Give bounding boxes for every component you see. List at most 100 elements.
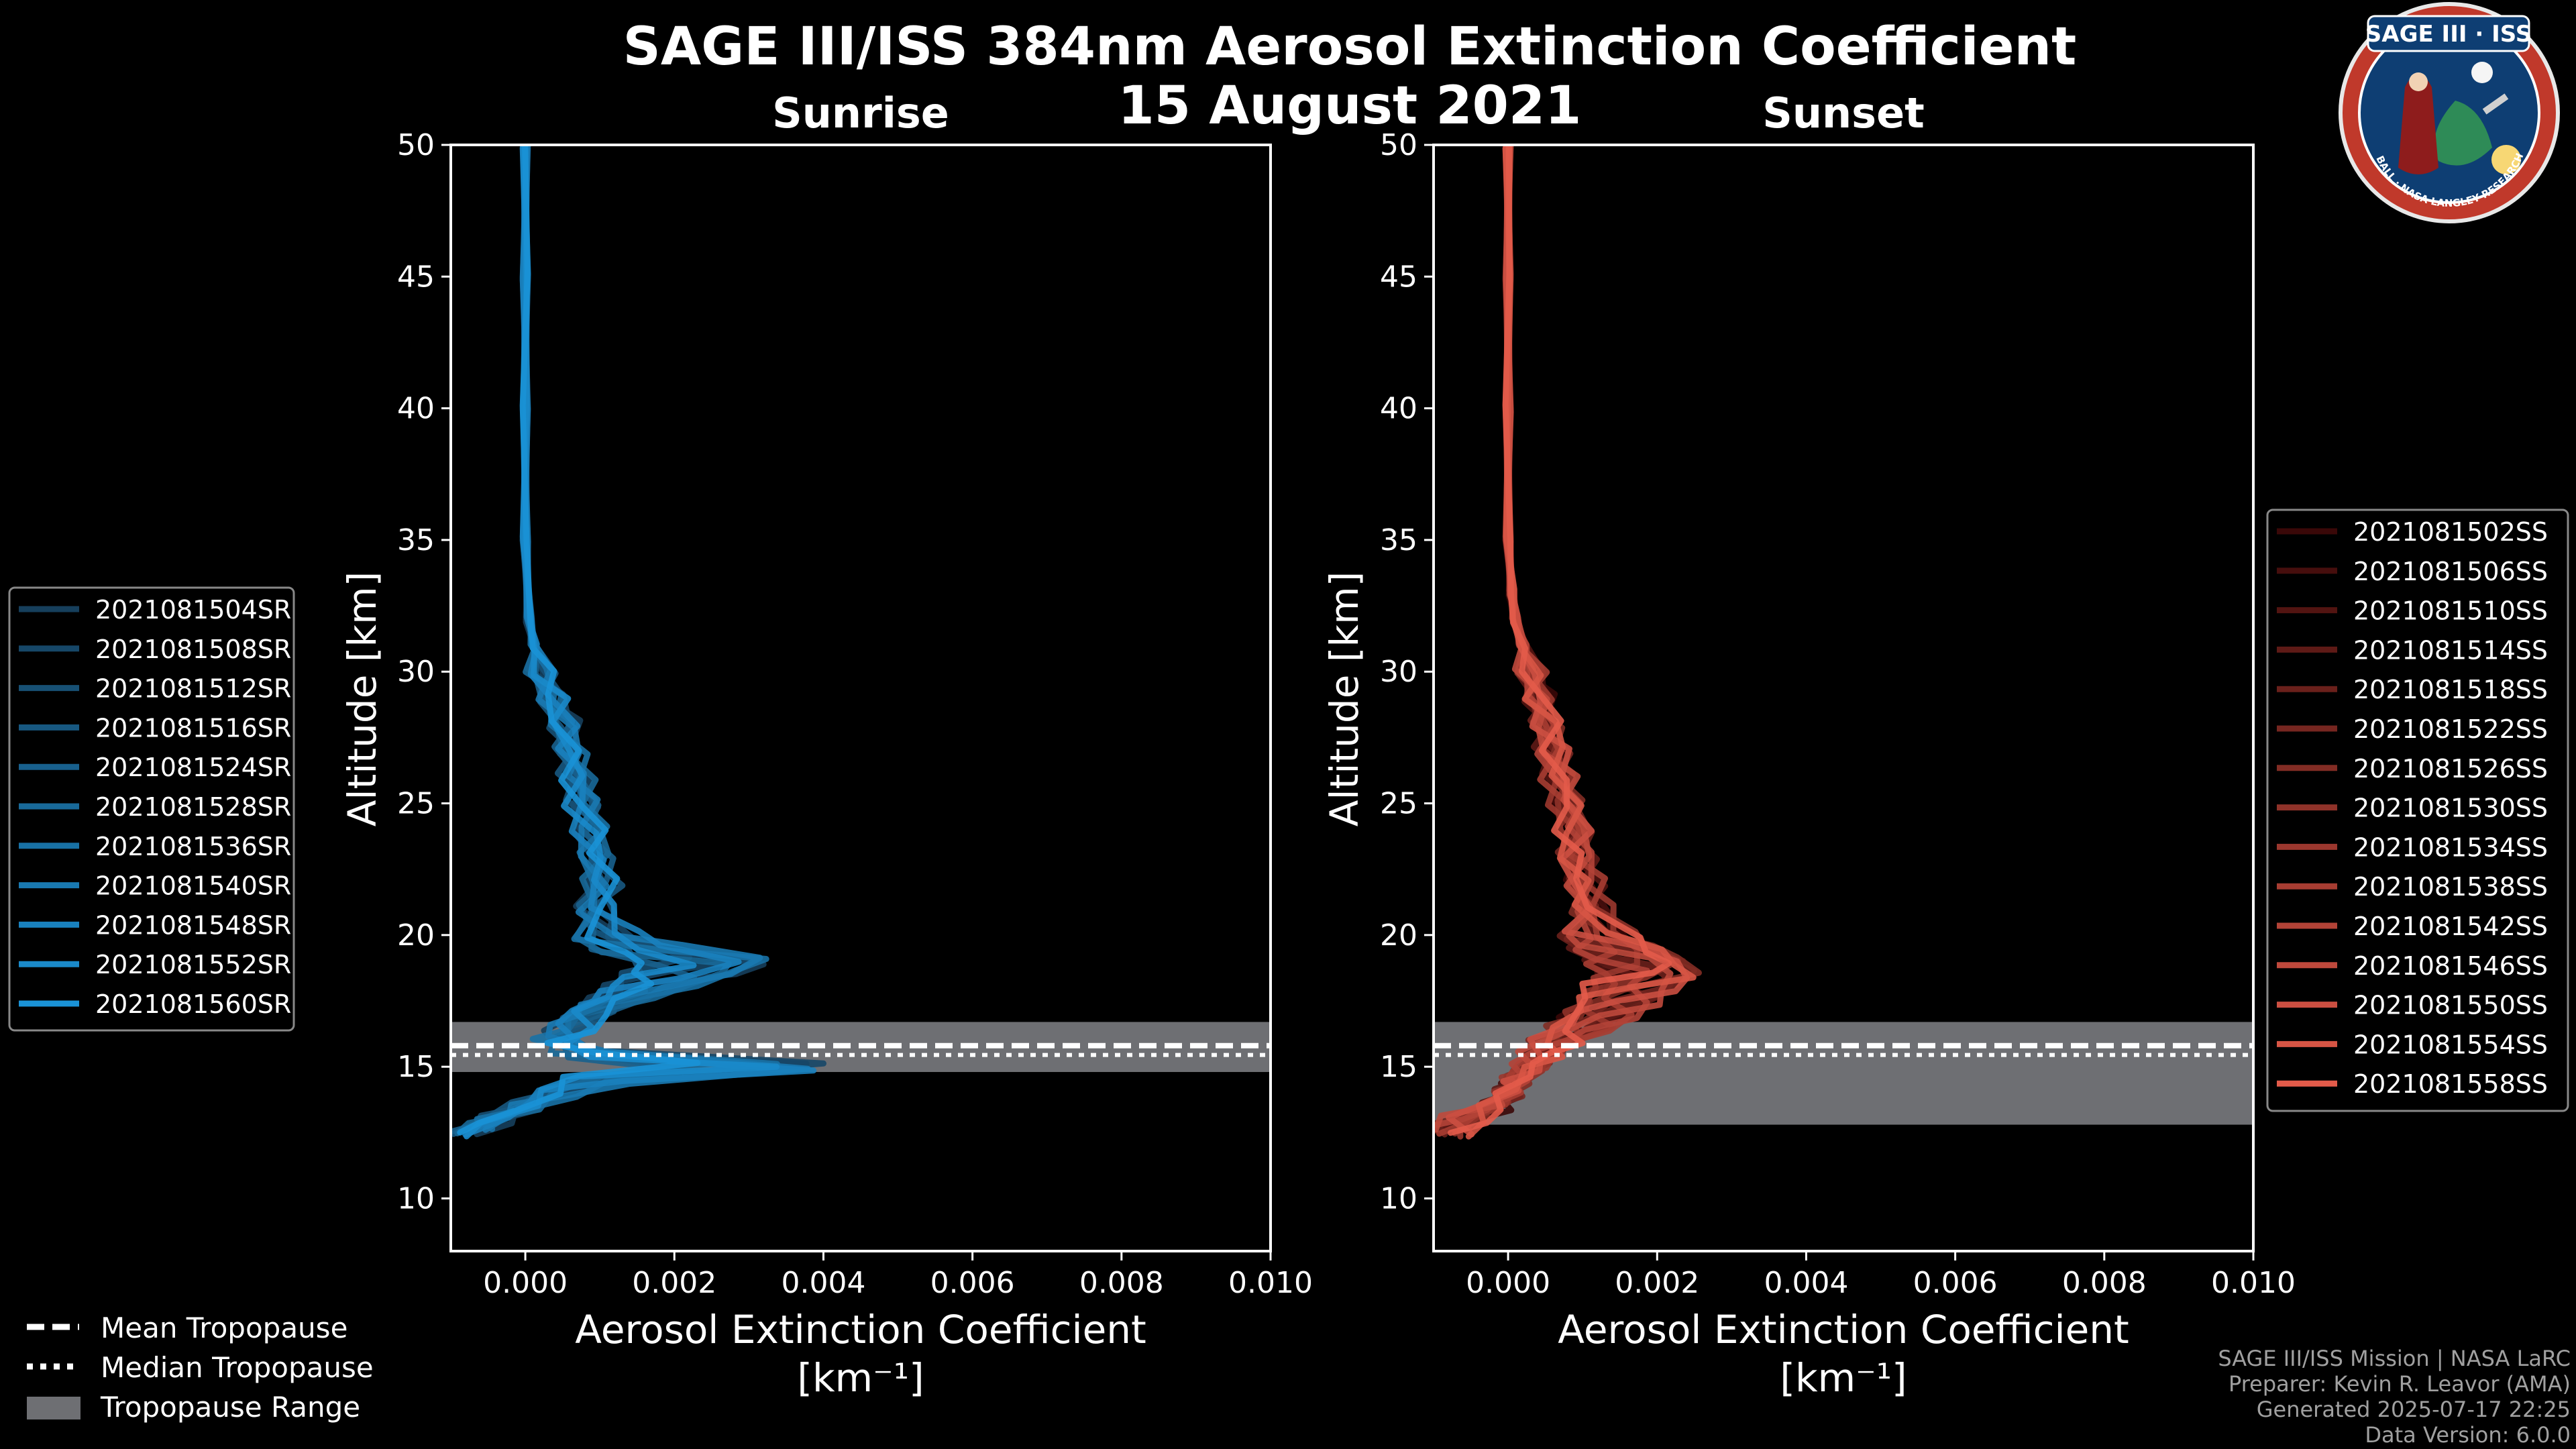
sunset-xtick-label: 0.002 (1615, 1266, 1699, 1300)
tropopause-range-label: Tropopause Range (100, 1391, 360, 1424)
sunrise-xtick-label: 0.002 (632, 1266, 716, 1300)
sunset-ytick-label: 25 (1380, 787, 1417, 821)
logo-earth-continent (2434, 101, 2492, 166)
median-tropopause-label: Median Tropopause (101, 1351, 374, 1384)
sunset-ytick-label: 35 (1380, 523, 1417, 557)
sunset-legend-label: 2021081502SS (2353, 517, 2548, 547)
sunset-legend-label: 2021081538SS (2353, 872, 2548, 902)
sunrise-legend-label: 2021081504SR (95, 595, 291, 625)
sunrise-legend-frame (8, 586, 295, 1032)
sunset-ytick-label: 20 (1380, 918, 1417, 953)
sunset-ytick-label: 45 (1380, 260, 1417, 294)
sunrise-legend-label: 2021081540SR (95, 871, 291, 901)
sunrise-y-axis-label: Altitude [km] (339, 572, 385, 826)
logo-figure-head (2409, 72, 2428, 91)
sunset-ytick-label: 40 (1380, 392, 1417, 426)
sunset-x-axis: 0.000 0.002 0.004 0.006 0.008 0.010 (1466, 1251, 2296, 1300)
sunrise-ytick-label: 10 (397, 1181, 435, 1216)
sunset-xtick-label: 0.008 (2062, 1266, 2147, 1300)
sunset-legend-label: 2021081550SS (2353, 991, 2548, 1020)
sunset-legend-label: 2021081558SS (2353, 1069, 2548, 1099)
sunset-ytick-label: 30 (1380, 655, 1417, 689)
sunset-plot-area (1434, 145, 2253, 1140)
sunset-ytick-label: 10 (1380, 1181, 1417, 1216)
sunrise-ytick-label: 35 (397, 523, 435, 557)
sunrise-xtick-label: 0.006 (930, 1266, 1015, 1300)
sunrise-xtick-label: 0.008 (1079, 1266, 1164, 1300)
sunset-legend-label: 2021081554SS (2353, 1030, 2548, 1059)
sunrise-legend-label: 2021081516SR (95, 713, 291, 743)
sunset-legend-label: 2021081546SS (2353, 951, 2548, 981)
sunrise-plot-area (451, 145, 1271, 1140)
credits-preparer: Preparer: Kevin R. Leavor (AMA) (2229, 1371, 2571, 1397)
logo-banner (2367, 15, 2530, 52)
sunrise-legend: 2021081504SR 2021081508SR 2021081512SR 2021… (8, 586, 295, 1032)
figure-title: SAGE III/ISS 384nm Aerosol Extinction Co… (623, 17, 2077, 77)
sunset-xtick-label: 0.010 (2211, 1266, 2296, 1300)
logo-moon (2471, 62, 2493, 83)
credits-mission: SAGE III/ISS Mission | NASA LaRC (2218, 1346, 2571, 1371)
sunset-ytick-label: 50 (1380, 128, 1417, 162)
sunrise-xtick-label: 0.010 (1228, 1266, 1313, 1300)
tropopause-range-swatch (27, 1397, 80, 1419)
sunset-axes-frame (1432, 144, 2255, 1252)
sunrise-ytick-label: 20 (397, 918, 435, 953)
sunset-legend-frame (2266, 508, 2569, 1112)
sunset-x-axis-units: [km⁻¹] (1780, 1355, 1907, 1401)
sunset-legend-label: 2021081506SS (2353, 557, 2548, 586)
sunrise-x-axis-label: Aerosol Extinction Coefficient (575, 1307, 1146, 1352)
credits-data-version: Data Version: 6.0.0 (2365, 1422, 2571, 1448)
sunrise-panel-title: Sunrise (772, 89, 949, 138)
sunrise-legend-label: 2021081560SR (95, 989, 291, 1019)
figure-date: 15 August 2021 (1118, 76, 1582, 136)
mean-tropopause-label: Mean Tropopause (101, 1311, 347, 1344)
sunset-legend-label: 2021081518SS (2353, 675, 2548, 704)
sunset-y-axis: 10 15 20 25 30 35 40 45 50 (1380, 128, 1434, 1216)
sunset-legend-label: 2021081530SS (2353, 794, 2548, 823)
sunrise-y-axis: 10 15 20 25 30 35 40 45 50 (397, 128, 451, 1216)
sunrise-profile-2021081560SR (457, 145, 701, 1136)
sunset-legend-label: 2021081522SS (2353, 714, 2548, 744)
sunset-ytick-label: 15 (1380, 1050, 1417, 1084)
sunrise-ytick-label: 40 (397, 392, 435, 426)
logo-figure-robe (2398, 74, 2438, 174)
sunrise-ytick-label: 45 (397, 260, 435, 294)
credits-generated: Generated 2025-07-17 22:25 (2257, 1397, 2571, 1422)
sunrise-legend-label: 2021081524SR (95, 753, 291, 782)
sunrise-legend-label: 2021081552SR (95, 950, 291, 979)
sunset-legend-label: 2021081542SS (2353, 912, 2548, 941)
sunrise-legend-label: 2021081536SR (95, 832, 291, 861)
sunset-x-axis-label: Aerosol Extinction Coefficient (1558, 1307, 2129, 1352)
sunrise-ytick-label: 50 (397, 128, 435, 162)
sunset-xtick-label: 0.004 (1764, 1266, 1848, 1300)
sunrise-legend-label: 2021081528SR (95, 792, 291, 822)
sunrise-x-axis: 0.000 0.002 0.004 0.006 0.008 0.010 (483, 1251, 1313, 1300)
sunset-y-axis-label: Altitude [km] (1322, 572, 1367, 826)
sunset-xtick-label: 0.006 (1913, 1266, 1998, 1300)
sunrise-ytick-label: 30 (397, 655, 435, 689)
sunset-legend-label: 2021081514SS (2353, 635, 2548, 665)
sunrise-xtick-label: 0.000 (483, 1266, 568, 1300)
sunset-profile-2021081558SS (1447, 145, 1672, 1136)
sunset-legend-label: 2021081526SS (2353, 754, 2548, 784)
sunrise-ytick-label: 15 (397, 1050, 435, 1084)
sunrise-xtick-label: 0.004 (781, 1266, 865, 1300)
sunrise-legend-label: 2021081548SR (95, 910, 291, 940)
sunrise-legend-label: 2021081508SR (95, 635, 291, 664)
sunset-legend-label: 2021081534SS (2353, 833, 2548, 862)
sunrise-x-axis-units: [km⁻¹] (797, 1355, 924, 1401)
sunrise-legend-label: 2021081512SR (95, 674, 291, 704)
credits-block: SAGE III/ISS Mission | NASA LaRC Prepare… (2218, 1346, 2571, 1448)
logo-iss-icon (2482, 93, 2509, 115)
logo-sun (2491, 145, 2521, 174)
sunrise-axes-frame (449, 144, 1272, 1252)
sunset-legend-label: 2021081510SS (2353, 596, 2548, 626)
sunrise-ytick-label: 25 (397, 787, 435, 821)
sunset-legend: 2021081502SS 2021081506SS 2021081510SS 2021… (2266, 508, 2569, 1112)
sunset-panel-title: Sunset (1762, 89, 1925, 138)
logo-title-text: SAGE III · ISS (2365, 21, 2532, 48)
